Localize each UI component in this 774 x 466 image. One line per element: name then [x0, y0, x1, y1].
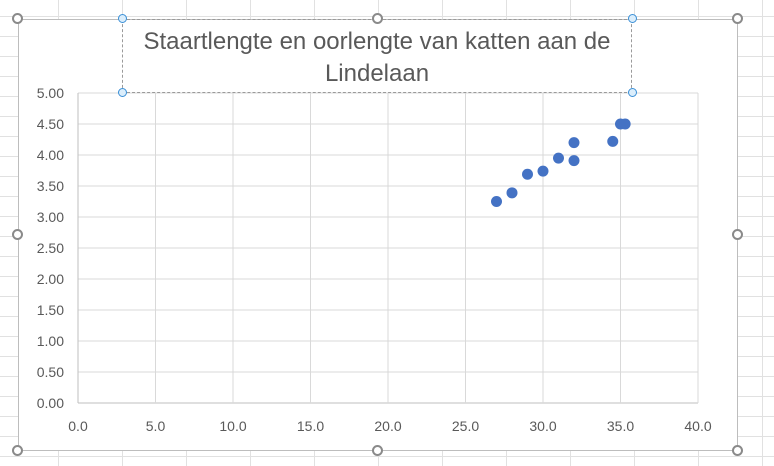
x-tick-label: 25.0: [452, 418, 479, 434]
chart-resize-handle-top-right[interactable]: [732, 13, 743, 24]
data-point[interactable]: [506, 187, 518, 199]
x-tick-label: 40.0: [684, 418, 711, 434]
data-point[interactable]: [553, 152, 564, 164]
chart-resize-handle-middle-right[interactable]: [732, 229, 743, 240]
chart-resize-handle-middle-left[interactable]: [12, 229, 23, 240]
x-tick-label: 5.0: [146, 418, 166, 434]
y-tick-label: 1.50: [37, 302, 64, 318]
gridlines: [77, 92, 699, 404]
x-tick-label: 30.0: [529, 418, 556, 434]
y-tick-label: 0.00: [37, 395, 64, 411]
y-tick-label: 4.50: [37, 116, 64, 132]
x-tick-label: 15.0: [297, 418, 324, 434]
chart-title[interactable]: Staartlengte en oorlengte van katten aan…: [143, 28, 611, 87]
data-points[interactable]: [491, 118, 631, 208]
data-point[interactable]: [568, 137, 580, 149]
x-tick-label: 10.0: [219, 418, 246, 434]
data-point[interactable]: [537, 165, 549, 177]
title-resize-handle-top-left[interactable]: [118, 14, 127, 23]
title-resize-handle-bottom-right[interactable]: [628, 88, 637, 97]
title-resize-handle-top-right[interactable]: [628, 14, 637, 23]
title-resize-handle-bottom-left[interactable]: [118, 88, 127, 97]
chart-area[interactable]: [18, 19, 738, 451]
chart-resize-handle-bottom-right[interactable]: [732, 445, 743, 456]
y-tick-label: 5.00: [37, 85, 64, 101]
y-tick-label: 2.00: [37, 271, 64, 287]
x-tick-label: 20.0: [374, 418, 401, 434]
y-tick-label: 1.00: [37, 333, 64, 349]
chart-resize-handle-bottom-center[interactable]: [372, 445, 383, 456]
data-point[interactable]: [491, 196, 502, 207]
data-point[interactable]: [619, 118, 631, 130]
chart-resize-handle-bottom-left[interactable]: [12, 445, 23, 456]
data-point[interactable]: [568, 155, 580, 167]
chart-resize-handle-top-center[interactable]: [372, 13, 383, 24]
y-tick-label: 0.50: [37, 364, 64, 380]
data-point[interactable]: [522, 168, 533, 180]
y-tick-label: 3.00: [37, 209, 64, 225]
tick-labels: 0.00 0.50 1.00 1.50 2.00 2.50 3.00 3.50 4.00 4.50…: [37, 85, 712, 434]
y-tick-label: 4.00: [37, 147, 64, 163]
x-tick-label: 35.0: [607, 418, 634, 434]
data-point[interactable]: [607, 135, 619, 147]
chart-resize-handle-top-left[interactable]: [12, 13, 23, 24]
y-tick-label: 3.50: [37, 178, 64, 194]
x-tick-label: 0.0: [68, 418, 88, 434]
y-tick-label: 2.50: [37, 240, 64, 256]
